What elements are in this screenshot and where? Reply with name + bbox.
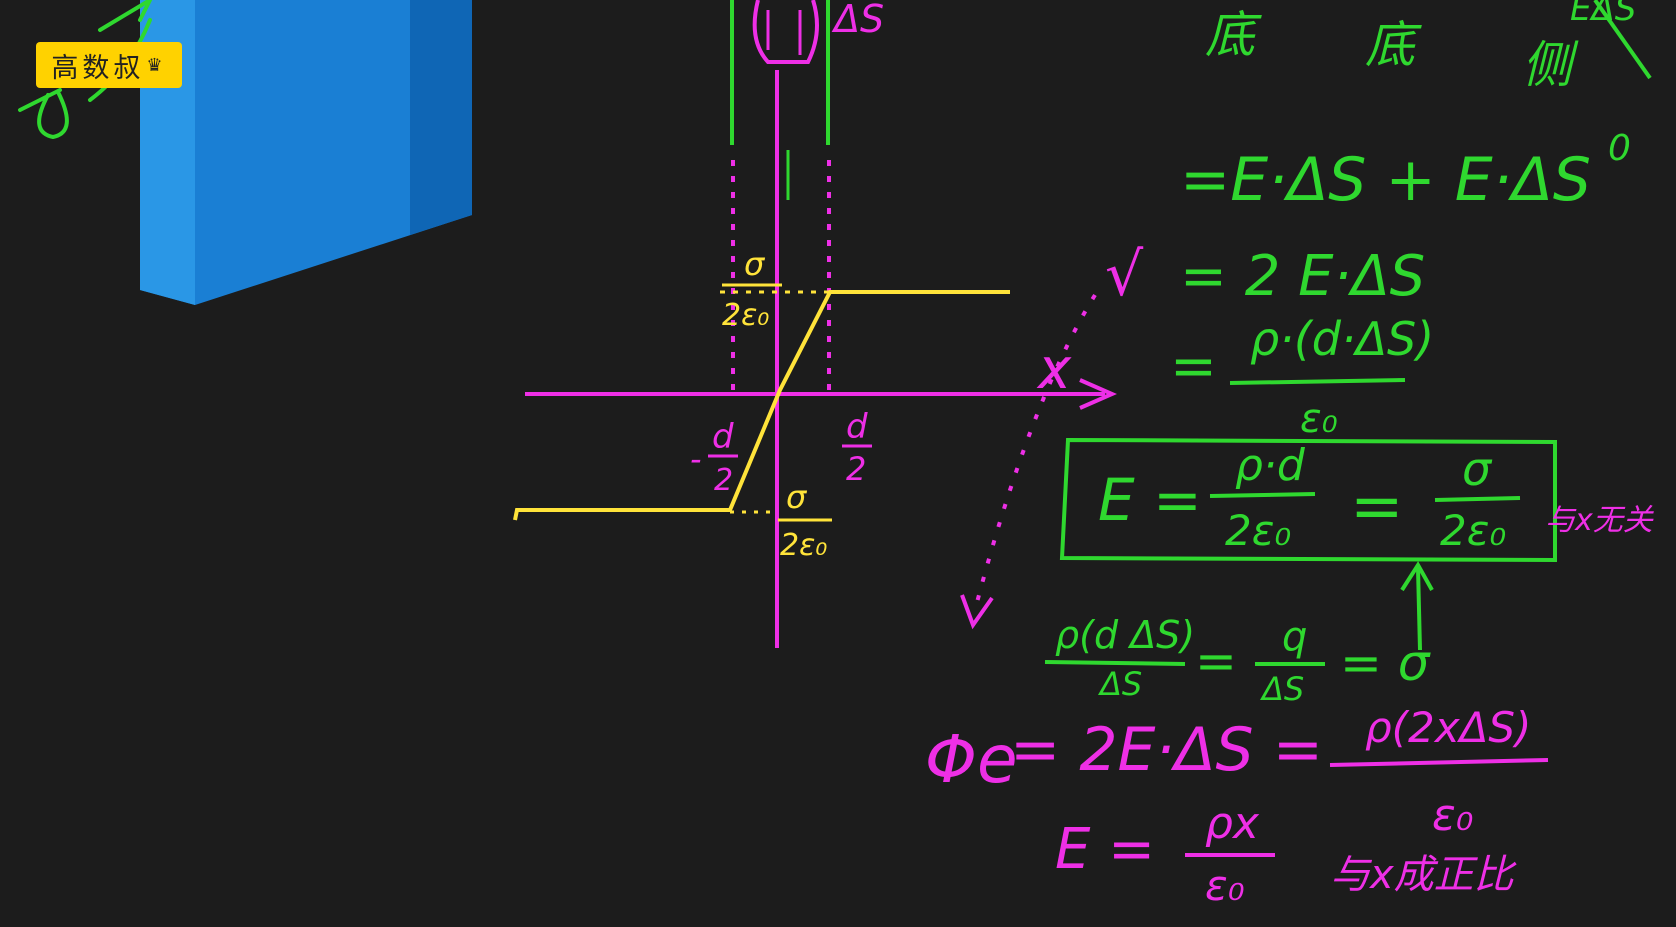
green-line-3-bar <box>1229 378 1406 385</box>
green-line-1: =E·ΔS + E·ΔS <box>1180 145 1591 215</box>
pos-half-d-num: d <box>846 407 868 447</box>
e-den: ε₀ <box>1205 861 1245 910</box>
box-frac1-den: 2ε₀ <box>1225 506 1291 555</box>
slab-front-face <box>140 0 472 305</box>
neg-half-d-num: d <box>712 417 734 457</box>
sub-bar-1 <box>1044 660 1186 666</box>
box-frac2-den: 2ε₀ <box>1440 506 1506 555</box>
upper-level-num: σ <box>744 245 766 283</box>
green-line-3-num: ρ·(d·ΔS) <box>1250 312 1434 366</box>
sub-den-1: ΔS <box>1097 665 1142 703</box>
green-fragment-2: 底 <box>1365 16 1422 74</box>
e-lhs: E = <box>1055 817 1155 882</box>
green-line-2-lhs: √ <box>1105 240 1144 310</box>
upper-level-den: 2ε₀ <box>722 298 769 333</box>
box-frac2-bar <box>1434 496 1521 502</box>
green-fragment-3: 侧 <box>1522 36 1579 94</box>
lower-level-den: 2ε₀ <box>780 528 827 563</box>
crown-icon: ♛ <box>146 54 167 76</box>
logo-text: 高数叔 <box>51 52 145 84</box>
delta-s-label: ΔS <box>831 0 884 41</box>
neg-half-d-sign: - <box>690 440 702 478</box>
e-field-curve <box>513 290 1010 521</box>
brand-logo: 高数叔 ♛ <box>36 42 182 88</box>
sub-eq-1: = <box>1195 632 1237 690</box>
result-box <box>1059 437 1557 563</box>
sub-den-2: ΔS <box>1259 670 1304 708</box>
proportional-note: 与x成正比 <box>1330 852 1518 898</box>
phi-e: Φe <box>925 721 1018 798</box>
dotted-arrow <box>973 293 1097 611</box>
zero-label: 0 <box>1608 128 1631 169</box>
green-line-2: = 2 E·ΔS <box>1180 244 1425 309</box>
sub-eq-2: = σ <box>1340 634 1431 692</box>
pos-half-d-den: 2 <box>846 450 866 488</box>
box-e-label: E = <box>1098 466 1202 534</box>
green-arc-right <box>1593 0 1652 80</box>
flux-eq: = 2E·ΔS = <box>1010 715 1323 785</box>
green-scribble <box>18 0 153 140</box>
x-axis-arrowhead <box>1079 378 1117 410</box>
dotted-arrow-head <box>960 594 994 630</box>
gauss-cylinder <box>730 0 830 200</box>
neg-half-d-den: 2 <box>714 463 733 498</box>
flux-bar <box>1329 758 1549 767</box>
box-frac2-num: σ <box>1462 442 1493 496</box>
sub-num-1: ρ(d ΔS) <box>1055 613 1195 657</box>
green-line-3-den: ε₀ <box>1300 396 1338 442</box>
green-line-3-eq: = <box>1170 334 1217 399</box>
slab-right-shade <box>410 0 472 235</box>
green-fragment-1: 底 <box>1205 6 1262 64</box>
e-num: ρx <box>1205 798 1260 849</box>
sub-num-2: q <box>1282 614 1307 660</box>
flux-den: ε₀ <box>1432 790 1473 841</box>
up-arrow-shaft <box>1416 567 1422 651</box>
box-frac1-bar <box>1209 492 1316 498</box>
lower-level-num: σ <box>786 478 808 516</box>
box-frac1-num: ρ·d <box>1235 440 1306 491</box>
flux-num: ρ(2xΔS) <box>1365 703 1531 752</box>
up-arrow-head <box>1400 561 1434 592</box>
side-note: 与x无关 <box>1545 503 1655 538</box>
box-eq: = <box>1350 470 1404 544</box>
